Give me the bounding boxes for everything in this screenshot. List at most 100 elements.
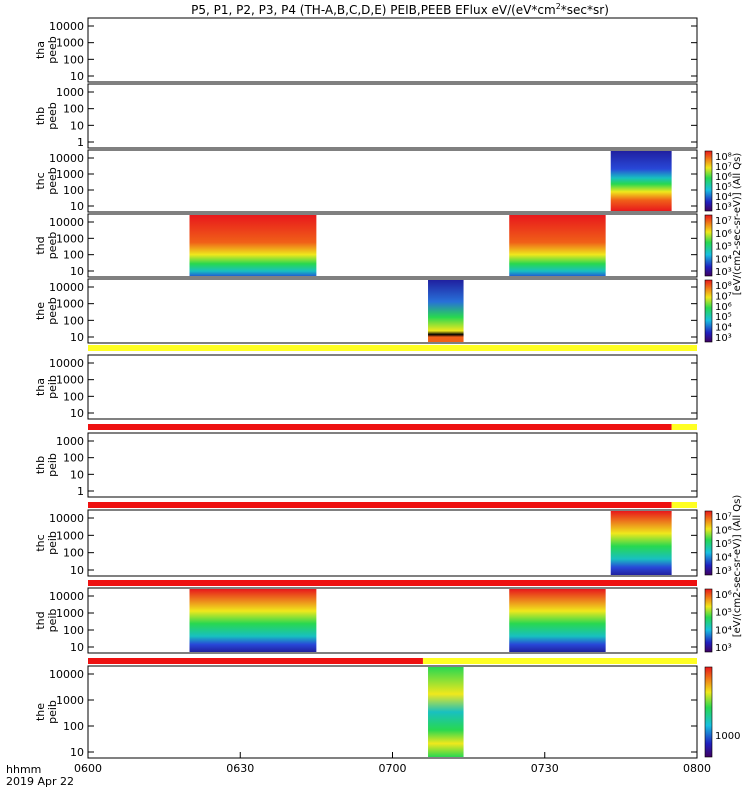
y-axis: 10000 1000 100 10 [49,512,697,577]
colorbar-tick-label: 10⁴ [715,323,732,334]
colorbar-tick-label: 10⁸ [715,281,732,292]
panel-label-probe: the [34,703,47,721]
y-tick-label: 10000 [49,357,84,370]
panel-frame [87,17,698,83]
colorbar-thc-peeb [704,150,713,212]
panel-label-product: peib [46,700,59,724]
colorbar-tick-label: 10⁵ [715,182,732,193]
status-bar-segment [88,658,423,664]
y-tick-label: 100 [63,547,84,560]
panel-label-probe: the [34,302,47,320]
y-tick-label: 10000 [49,668,84,681]
y-axis: 10000 1000 100 10 [49,668,697,759]
colorbar-tick-label: 10⁵ [715,539,732,550]
y-tick-label: 100 [63,624,84,637]
status-bar-segment [88,424,672,430]
panel-label-product: peib [46,609,59,633]
y-tick-label: 10000 [49,20,84,33]
colorbars-layer: 10⁸10⁷10⁶10⁵10⁴10³10⁷10⁶10⁵10⁴10³10⁸10⁷1… [704,150,743,758]
panel-label-probe: thb [34,107,47,125]
panel-thd-peeb: 10000 1000 100 10 thd peeb [34,213,698,278]
spectrogram-block [428,280,464,342]
colorbar-tick-label: 10⁶ [715,302,732,313]
spectrogram-block [610,151,672,211]
y-tick-label: 100 [63,249,84,262]
panel-the-peib: 10000 1000 100 10 the peib [34,665,698,759]
y-axis: 10000 1000 100 10 [49,20,697,83]
x-axis: 0600 0630 0700 0730 0800 [74,752,711,775]
y-tick-label: 100 [63,390,84,403]
y-tick-label: 10000 [49,512,84,525]
y-tick-label: 10 [70,746,84,759]
panel-frame [87,278,698,344]
footer-date-label: 2019 Apr 22 [6,775,74,788]
colorbar-tick-label: 10⁷ [715,216,732,227]
y-tick-label: 1000 [56,435,84,448]
colorbar-thc-peib [704,510,713,576]
chart-title: P5, P1, P2, P3, P4 (TH-A,B,C,D,E) PEIB,P… [191,2,609,17]
y-tick-label: 10 [70,200,84,213]
x-tick-label: 0730 [531,762,559,775]
colorbar-the-peeb [704,279,713,343]
x-tick-label: 0630 [226,762,254,775]
y-tick-label: 10000 [49,152,84,165]
colorbar-tick-label: 10⁶ [715,590,732,601]
colorbar-tick-label: 10⁷ [715,291,732,302]
panel-frame [87,509,698,577]
y-tick-label: 10 [70,407,84,420]
panel-frame [87,432,698,498]
colorbar-tick-label: 10⁸ [715,152,732,163]
status-bar-segment [88,502,672,508]
colorbar-tick-label: 10⁷ [715,162,732,173]
status-bar-segment [88,345,697,351]
spectrogram-block [189,589,317,652]
y-tick-label: 10 [70,564,84,577]
status-bar-segment [422,658,697,664]
panel-the-peeb: 10000 1000 100 10 the peeb [34,278,698,344]
y-tick-label: 10000 [49,590,84,603]
y-tick-label: 1000 [56,86,84,99]
y-tick-label: 100 [63,103,84,116]
panel-label-product: peib [46,375,59,399]
spectrogram-block [428,667,464,757]
colorbar-tick-label: 10⁵ [715,608,732,619]
y-axis: 10000 1000 100 10 [49,590,697,654]
colorbar-tick-label: 10³ [715,267,732,278]
y-axis: 10000 1000 100 10 [49,152,697,213]
panel-label-probe: thb [34,456,47,474]
spectrogram-block [509,215,606,276]
colorbar-tick-label: 10⁶ [715,229,732,240]
y-tick-label: 1000 [56,529,84,542]
panel-label-probe: tha [34,41,47,59]
y-tick-label: 10 [70,641,84,654]
colorbar-units-top: [eV/(cm2-sec-sr-eV)] (All Qs) [732,153,743,296]
panel-label-probe: tha [34,378,47,396]
panel-label-product: peeb [46,102,59,130]
y-tick-label: 10000 [49,281,84,294]
y-axis: 10000 1000 100 10 [49,281,697,344]
panel-label-product: peib [46,531,59,555]
colorbar-tick-label: 10⁶ [715,526,732,537]
colorbar-tick-label: 10⁵ [715,242,732,253]
panel-tha-peib: 10000 1000 100 10 tha peib [34,354,698,420]
y-tick-label: 10 [70,331,84,344]
spectrogram-block [610,511,672,575]
panel-label-product: peeb [46,297,59,325]
status-bars-layer [88,345,697,664]
colorbar-tick-label: 10⁴ [715,192,732,203]
y-tick-label: 100 [63,314,84,327]
y-tick-label: 1000 [56,37,84,50]
colorbar-tick-label: 10⁴ [715,254,732,265]
colorbar-tick-label: 10⁵ [715,312,732,323]
panel-thc-peeb: 10000 1000 100 10 thc peeb [34,149,698,213]
colorbar-tick-label: 10⁴ [715,553,732,564]
panel-label-probe: thd [34,611,47,629]
status-bar-segment [671,502,697,508]
y-tick-label: 1 [77,136,84,149]
spectrogram-block [189,215,317,276]
panel-label-probe: thc [34,172,47,189]
y-axis: 1000 100 10 1 [56,86,697,149]
y-tick-label: 1 [77,485,84,498]
